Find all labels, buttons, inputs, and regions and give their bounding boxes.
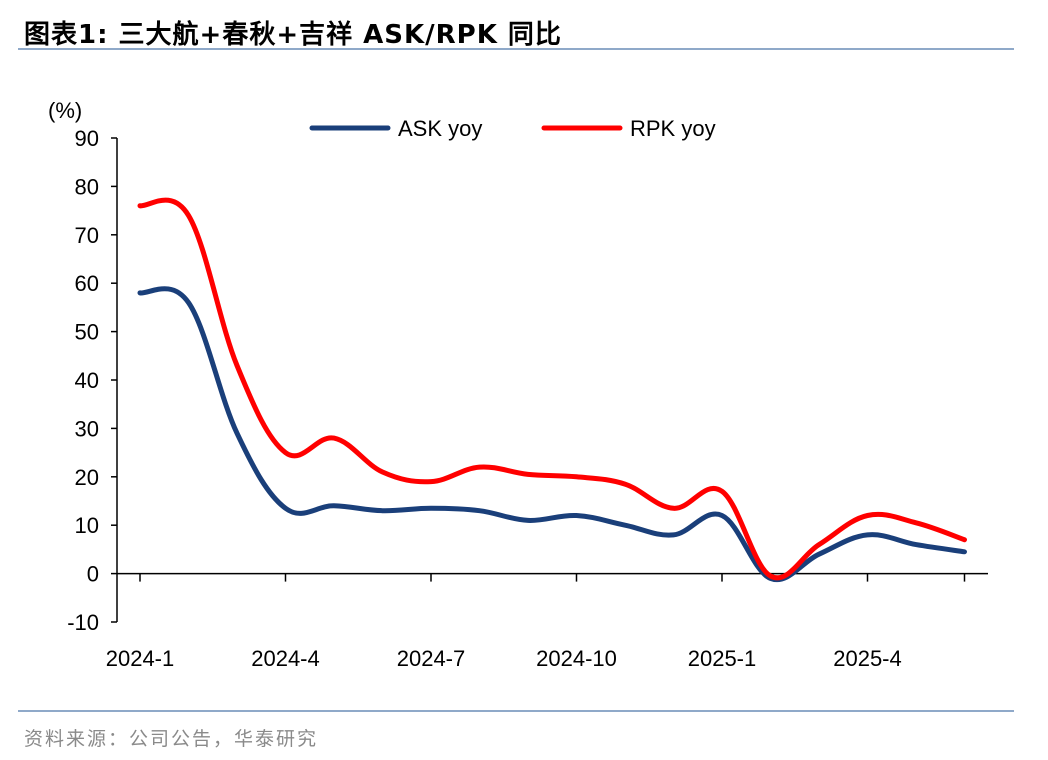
y-tick-label: 40 [75, 368, 99, 393]
y-tick-label: 90 [75, 126, 99, 151]
footer-divider [18, 710, 1014, 712]
y-tick-label: 30 [75, 416, 99, 441]
x-tick-label: 2024-10 [536, 646, 617, 671]
y-tick-label: 10 [75, 513, 99, 538]
figure-header: 图表1: 三大航+春秋+吉祥 ASK/RPK 同比 [0, 0, 1048, 52]
x-tick-label: 2024-4 [251, 646, 320, 671]
x-tick-label: 2024-7 [397, 646, 466, 671]
series-line-rpk-yoy [137, 197, 967, 581]
y-tick-label: 50 [75, 320, 99, 345]
x-tick-label: 2025-1 [688, 646, 757, 671]
x-tick-label: 2025-4 [833, 646, 902, 671]
y-tick-label: 60 [75, 271, 99, 296]
header-divider [18, 48, 1014, 50]
y-tick-label: 80 [75, 174, 99, 199]
series-line-ask-yoy [137, 286, 967, 583]
source-note: 资料来源：公司公告，华泰研究 [24, 728, 319, 750]
x-tick-label: 2024-1 [106, 646, 175, 671]
y-tick-label: 70 [75, 223, 99, 248]
y-tick-label: -10 [67, 610, 99, 635]
legend-label: RPK yoy [630, 116, 716, 141]
y-tick-label: 0 [87, 562, 99, 587]
figure-title: 图表1: 三大航+春秋+吉祥 ASK/RPK 同比 [24, 20, 562, 50]
y-unit-label: (%) [48, 98, 82, 123]
legend-label: ASK yoy [398, 116, 482, 141]
y-tick-label: 20 [75, 465, 99, 490]
